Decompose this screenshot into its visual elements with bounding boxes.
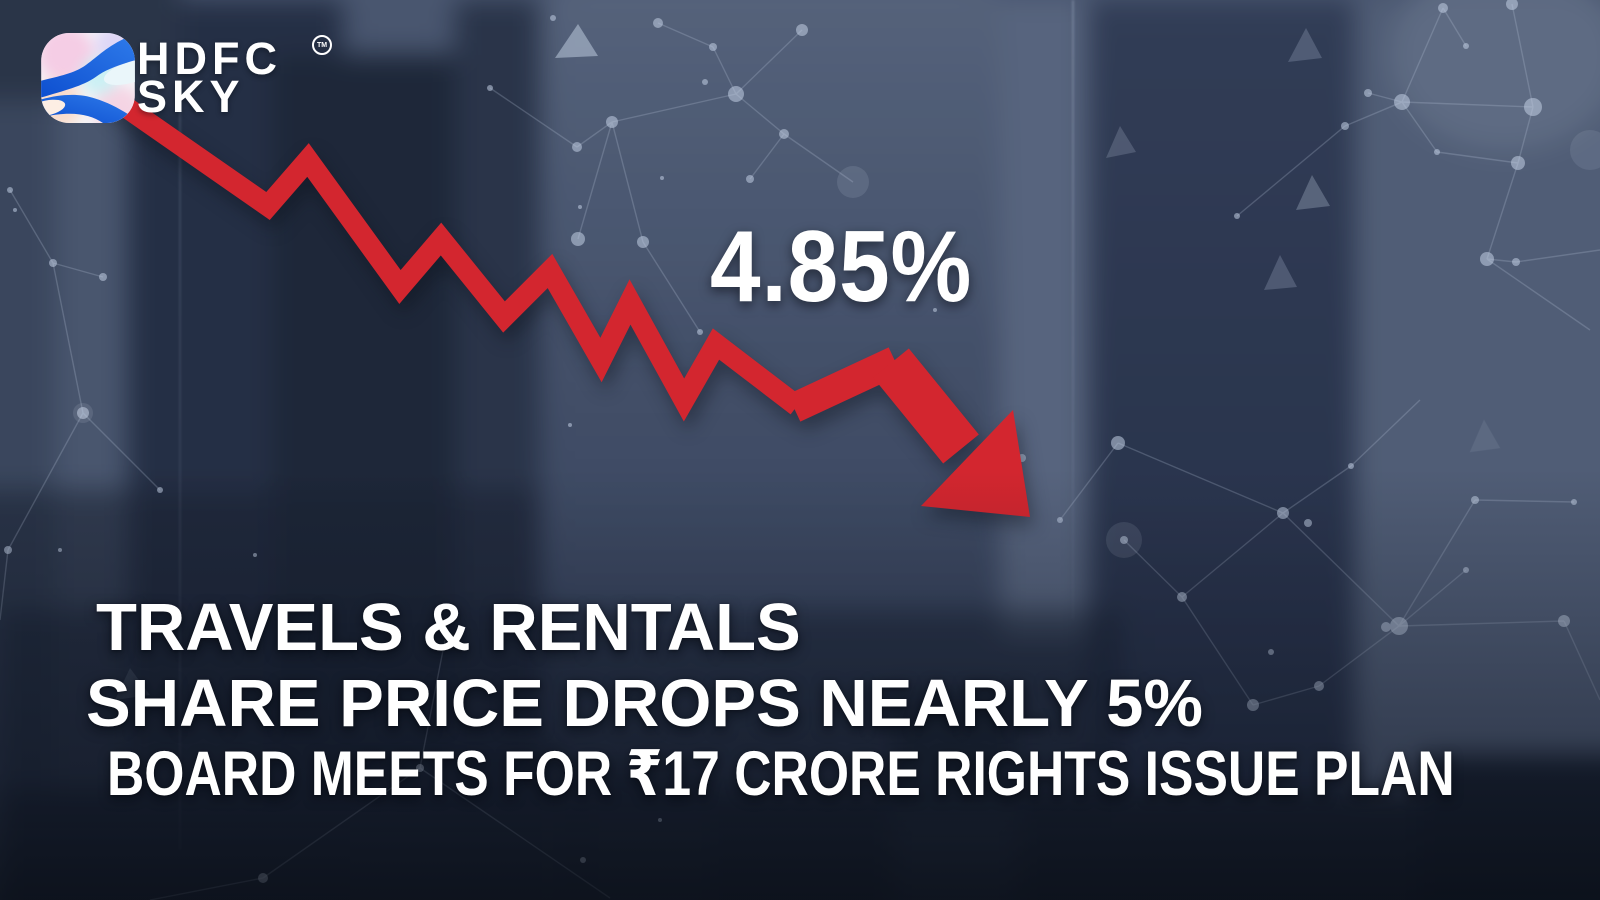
brand-name-line1: HDFC — [137, 33, 282, 84]
brand-wordmark: HDFC SKY — [137, 33, 282, 122]
brand-logo: HDFC SKY TM — [0, 0, 420, 150]
trademark-symbol: TM — [312, 35, 332, 55]
drop-percentage: 4.85% — [710, 211, 973, 323]
hdfc-sky-logo-icon — [41, 33, 135, 123]
brand-name-line2: SKY — [137, 71, 245, 122]
